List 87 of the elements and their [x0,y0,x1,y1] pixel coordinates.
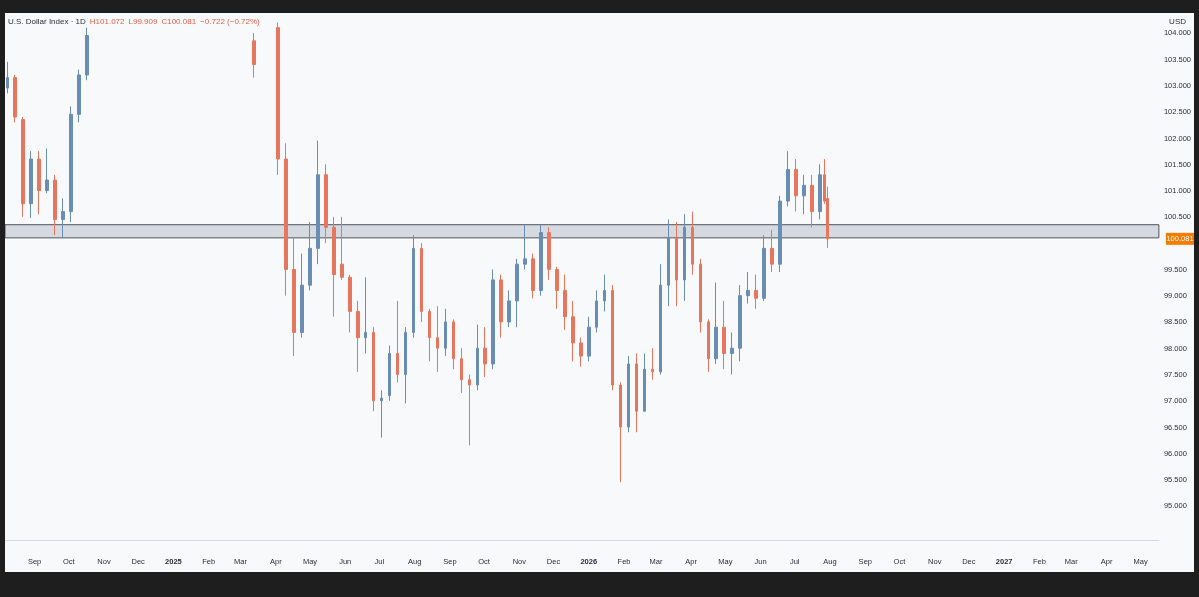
candlestick [483,326,487,378]
annotation: H101.072 [89,17,125,26]
candlestick [523,224,527,270]
candlestick [316,140,320,265]
candlestick [37,150,41,215]
candlestick [460,347,463,394]
candlestick [611,284,614,391]
candlestick [818,163,822,220]
candlestick [738,284,742,362]
candlestick [332,216,336,318]
candlestick [77,69,81,123]
candlestick [770,229,774,273]
candlestick [571,300,575,362]
candlestick [802,174,806,215]
candlestick [29,150,33,219]
candlestick [691,211,694,276]
candlestick [45,148,49,194]
candlestick [444,308,447,357]
candlestick [436,305,439,373]
candlestick [778,195,782,273]
candlestick [284,142,288,297]
candlestick [595,289,598,333]
candlestick [754,274,758,310]
annotation: L99.909 [128,17,158,26]
candlestick [555,266,559,310]
candlestick [452,318,455,370]
candlestick [762,234,766,302]
candlestick [308,221,312,291]
candlestick [491,268,495,370]
candlestick [675,221,678,307]
candlestick [388,345,391,402]
candlestick [13,74,17,123]
candlestick [722,300,726,370]
candlestick [643,352,646,412]
candlestick [61,197,65,239]
candlestick [603,274,606,312]
candlestick [69,105,73,223]
annotation: C100.081 [161,17,197,26]
candlestick [547,226,551,281]
candlestick [507,289,511,328]
candlestick [810,174,814,228]
candlestick [563,274,567,331]
candlestick [428,308,431,362]
candlestick [252,32,256,79]
candlestick [539,224,543,297]
candlestick [627,355,630,433]
candlestick [340,216,344,281]
candlestick [53,174,57,236]
candlestick [499,274,503,339]
candlestick [794,158,798,213]
candlestick [6,61,9,94]
candlestick [404,326,407,404]
candlestick [364,276,367,354]
candlestick [300,253,304,339]
candlestick [587,316,591,362]
candlestick [292,237,296,357]
candlestick [579,337,583,368]
annotation: −0.722 (−0.72%) [200,17,260,26]
candlestick [714,282,718,365]
candlestick [699,258,702,333]
y-axis-title: USD [1169,17,1186,27]
candlestick [276,21,280,176]
candlestick [659,263,662,375]
candlestick [356,300,360,373]
candlestick [476,324,479,391]
candlestick [707,318,710,373]
candlestick [515,258,519,328]
candlestick [85,27,89,81]
candlestick [786,150,790,207]
candlestick [468,373,471,446]
candlestick [683,213,686,302]
candlestick [380,389,383,439]
candlestick [21,116,25,218]
candlestick [667,218,670,307]
candlestick [635,352,638,433]
candlestick [531,253,535,299]
candlestick [372,326,375,412]
candlestick [412,234,415,339]
text: U.S. Dollar Index · 1D [8,17,86,26]
candlestick [396,300,399,383]
candlestick [651,347,654,381]
candlestick [324,163,328,244]
candlestick [730,331,734,375]
candlestick [420,242,423,323]
candlestick [619,381,622,483]
candlestick [746,271,750,305]
candlestick [348,274,352,333]
